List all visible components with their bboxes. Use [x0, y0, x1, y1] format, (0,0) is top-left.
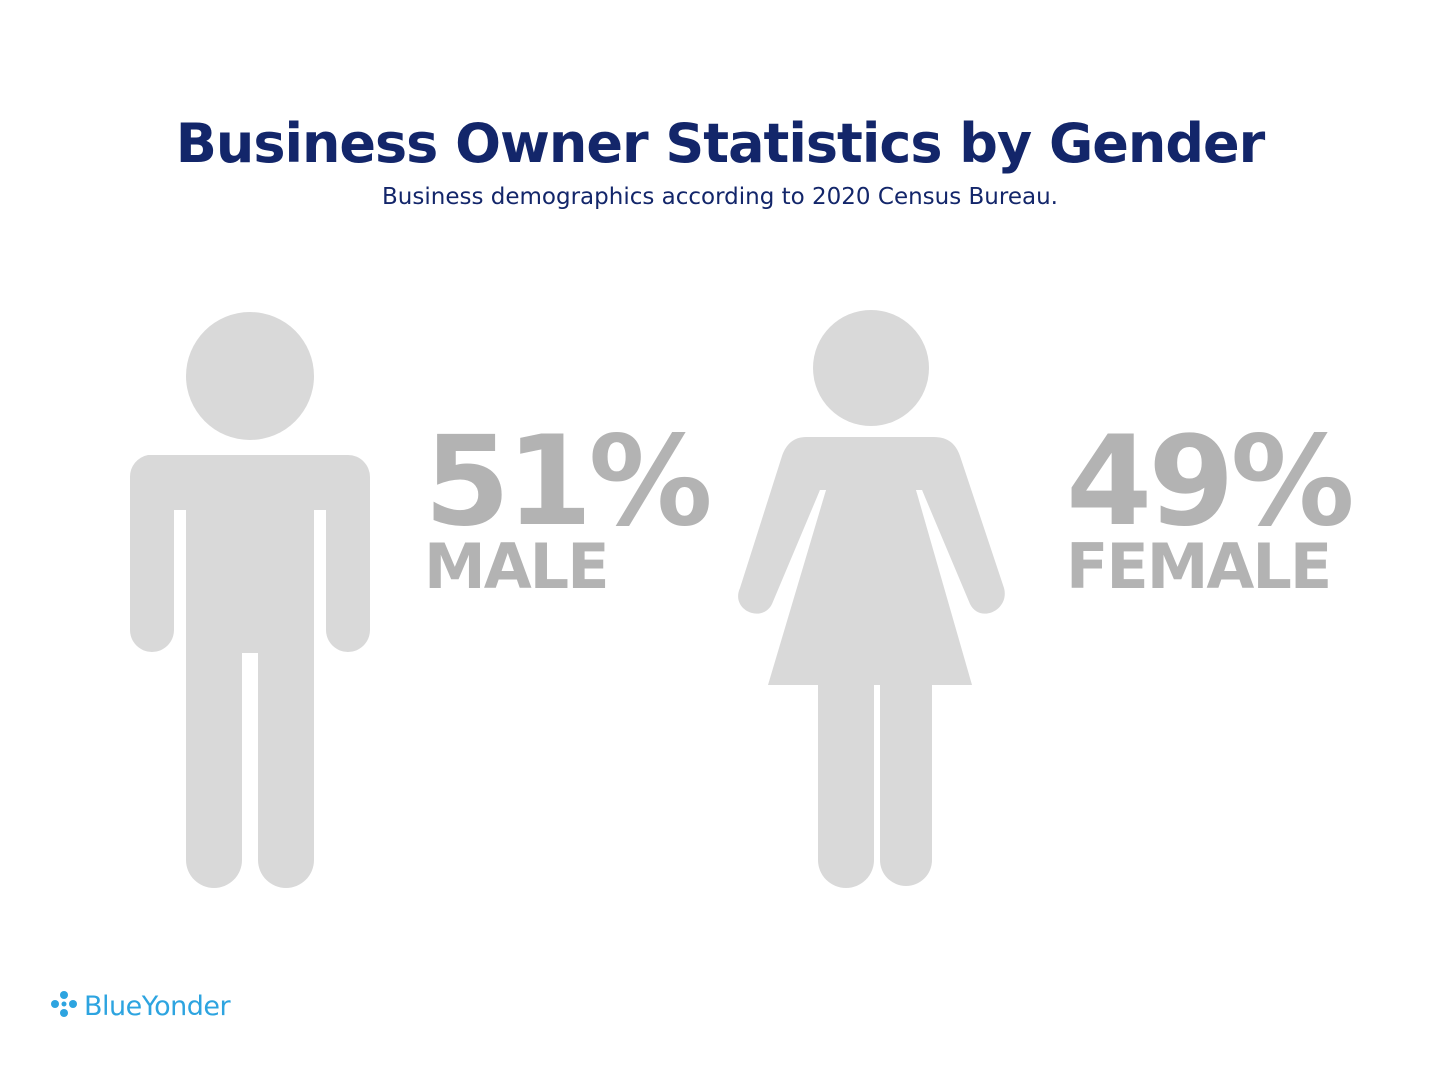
brand-name: BlueYonder	[84, 991, 231, 1022]
female-label: FEMALE	[1066, 530, 1332, 603]
male-label: MALE	[424, 530, 610, 603]
female-person-icon	[736, 310, 1011, 900]
male-person-icon	[126, 310, 376, 900]
page-title: Business Owner Statistics by Gender	[175, 112, 1266, 175]
blue-yonder-logo-icon	[50, 990, 78, 1023]
page-subtitle: Business demographics according to 2020 …	[382, 184, 1058, 210]
brand-logo: BlueYonder	[50, 990, 231, 1023]
male-percent: 51%	[424, 410, 713, 554]
female-stat: 49% FEMALE	[1066, 410, 1355, 603]
male-stat: 51% MALE	[424, 410, 713, 603]
female-percent: 49%	[1066, 410, 1355, 554]
